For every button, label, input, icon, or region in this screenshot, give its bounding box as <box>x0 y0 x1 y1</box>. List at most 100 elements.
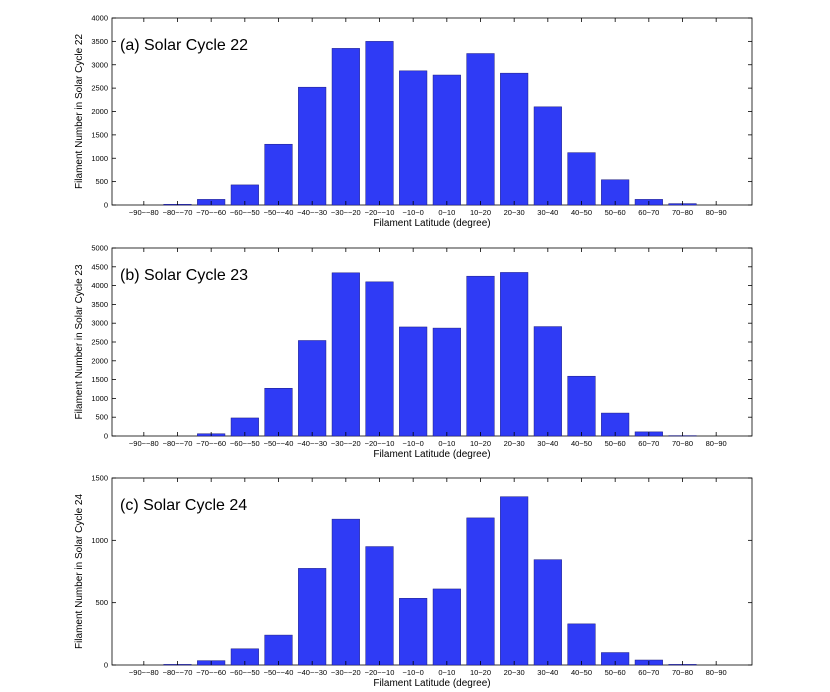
x-tick-label: −40~−30 <box>297 208 327 217</box>
bar--40--30 <box>298 86 327 206</box>
y-tick-label: 500 <box>95 177 108 186</box>
bar--20--10 <box>365 281 394 437</box>
y-tick-label: 1000 <box>91 154 108 163</box>
chart-panel-a: 05001000150020002500300035004000−90~−80−… <box>74 14 753 229</box>
x-tick-label: 50~60 <box>605 208 626 217</box>
x-tick-label: 30~40 <box>537 439 558 448</box>
plot-frame <box>111 477 753 666</box>
panel-title: (a) Solar Cycle 22 <box>120 37 248 54</box>
x-tick-label: −30~−20 <box>331 668 361 677</box>
bar--40--30 <box>298 340 327 437</box>
bar-40-50 <box>567 623 596 666</box>
panel-title: (b) Solar Cycle 23 <box>120 267 248 284</box>
x-tick-label: −80~−70 <box>163 208 193 217</box>
y-tick-label: 4500 <box>91 262 108 271</box>
x-tick-label: 60~70 <box>638 439 659 448</box>
bar-40-50 <box>567 375 596 437</box>
x-tick-label: −20~−10 <box>365 208 395 217</box>
x-tick-label: −10~0 <box>403 439 424 448</box>
x-tick-label: −50~−40 <box>264 668 294 677</box>
x-tick-label: 40~50 <box>571 439 592 448</box>
bar-50-60 <box>601 179 630 206</box>
bar--50--40 <box>264 143 293 206</box>
x-tick-label: 20~30 <box>504 208 525 217</box>
x-tick-label: −70~−60 <box>196 668 226 677</box>
y-tick-label: 1500 <box>91 375 108 384</box>
x-tick-label: −90~−80 <box>129 208 159 217</box>
y-tick-label: 2000 <box>91 107 108 116</box>
bar-40-50 <box>567 152 596 206</box>
x-tick-label: −60~−50 <box>230 439 260 448</box>
bar--30--20 <box>331 518 360 666</box>
x-tick-label: −80~−70 <box>163 668 193 677</box>
bar--30--20 <box>331 272 360 437</box>
bar-0-10 <box>432 327 461 437</box>
bar--10-0 <box>399 70 428 206</box>
x-tick-label: 40~50 <box>571 208 592 217</box>
x-tick-label: 20~30 <box>504 439 525 448</box>
y-tick-label: 3500 <box>91 300 108 309</box>
y-axis-label: Filament Number in Solar Cycle 24 <box>74 494 85 649</box>
x-tick-label: −20~−10 <box>365 668 395 677</box>
x-tick-label: 10~20 <box>470 668 491 677</box>
x-tick-label: 80~90 <box>706 439 727 448</box>
x-tick-label: 80~90 <box>706 208 727 217</box>
y-tick-label: 1500 <box>91 474 108 483</box>
x-tick-label: 70~80 <box>672 439 693 448</box>
bar--10-0 <box>399 326 428 437</box>
x-tick-label: 0~10 <box>438 668 455 677</box>
bar-10-20 <box>466 517 495 666</box>
y-tick-label: 4000 <box>91 281 108 290</box>
bar-0-10 <box>432 74 461 206</box>
x-tick-label: 0~10 <box>438 439 455 448</box>
bar--20--10 <box>365 546 394 666</box>
y-tick-label: 0 <box>104 432 108 441</box>
x-tick-label: −10~0 <box>403 208 424 217</box>
y-tick-label: 2500 <box>91 84 108 93</box>
x-axis-label: Filament Latitude (degree) <box>373 678 490 689</box>
y-tick-label: 2000 <box>91 356 108 365</box>
x-tick-label: −90~−80 <box>129 439 159 448</box>
x-tick-label: −40~−30 <box>297 439 327 448</box>
bar--50--40 <box>264 634 293 666</box>
x-tick-label: 10~20 <box>470 439 491 448</box>
y-tick-label: 4000 <box>91 14 108 23</box>
x-tick-label: −20~−10 <box>365 439 395 448</box>
y-tick-label: 1000 <box>91 536 108 545</box>
bar-0-10 <box>432 588 461 666</box>
x-tick-label: 80~90 <box>706 668 727 677</box>
y-axis-label: Filament Number in Solar Cycle 23 <box>74 264 85 419</box>
x-tick-label: 20~30 <box>504 668 525 677</box>
x-tick-label: −50~−40 <box>264 208 294 217</box>
x-tick-label: −30~−20 <box>331 208 361 217</box>
x-tick-label: −90~−80 <box>129 668 159 677</box>
bar--10-0 <box>399 598 428 666</box>
chart-panel-c: 0 500 1000 1500 −90~−80 −80~−70 −70~−60 −60~−50… <box>74 474 753 689</box>
x-tick-label: −70~−60 <box>196 208 226 217</box>
x-tick-label: 70~80 <box>672 668 693 677</box>
x-tick-label: −40~−30 <box>297 668 327 677</box>
bar--30--20 <box>331 48 360 206</box>
x-tick-label: 50~60 <box>605 668 626 677</box>
x-tick-label: 50~60 <box>605 439 626 448</box>
panel-title: (c) Solar Cycle 24 <box>120 497 247 514</box>
x-tick-label: −60~−50 <box>230 668 260 677</box>
bar-30-40 <box>533 559 562 666</box>
x-axis-label: Filament Latitude (degree) <box>373 218 490 229</box>
bar-10-20 <box>466 53 495 206</box>
bar-20-30 <box>500 272 529 437</box>
bar--50--40 <box>264 387 293 437</box>
bar-30-40 <box>533 326 562 437</box>
x-tick-label: −80~−70 <box>163 439 193 448</box>
x-tick-label: −60~−50 <box>230 208 260 217</box>
x-tick-label: −30~−20 <box>331 439 361 448</box>
x-tick-label: 70~80 <box>672 208 693 217</box>
bar-20-30 <box>500 72 529 206</box>
x-tick-label: 60~70 <box>638 668 659 677</box>
x-tick-label: 40~50 <box>571 668 592 677</box>
y-axis-label: Filament Number in Solar Cycle 22 <box>74 34 85 189</box>
x-tick-label: −70~−60 <box>196 439 226 448</box>
y-tick-label: 500 <box>95 598 108 607</box>
x-tick-label: 30~40 <box>537 668 558 677</box>
